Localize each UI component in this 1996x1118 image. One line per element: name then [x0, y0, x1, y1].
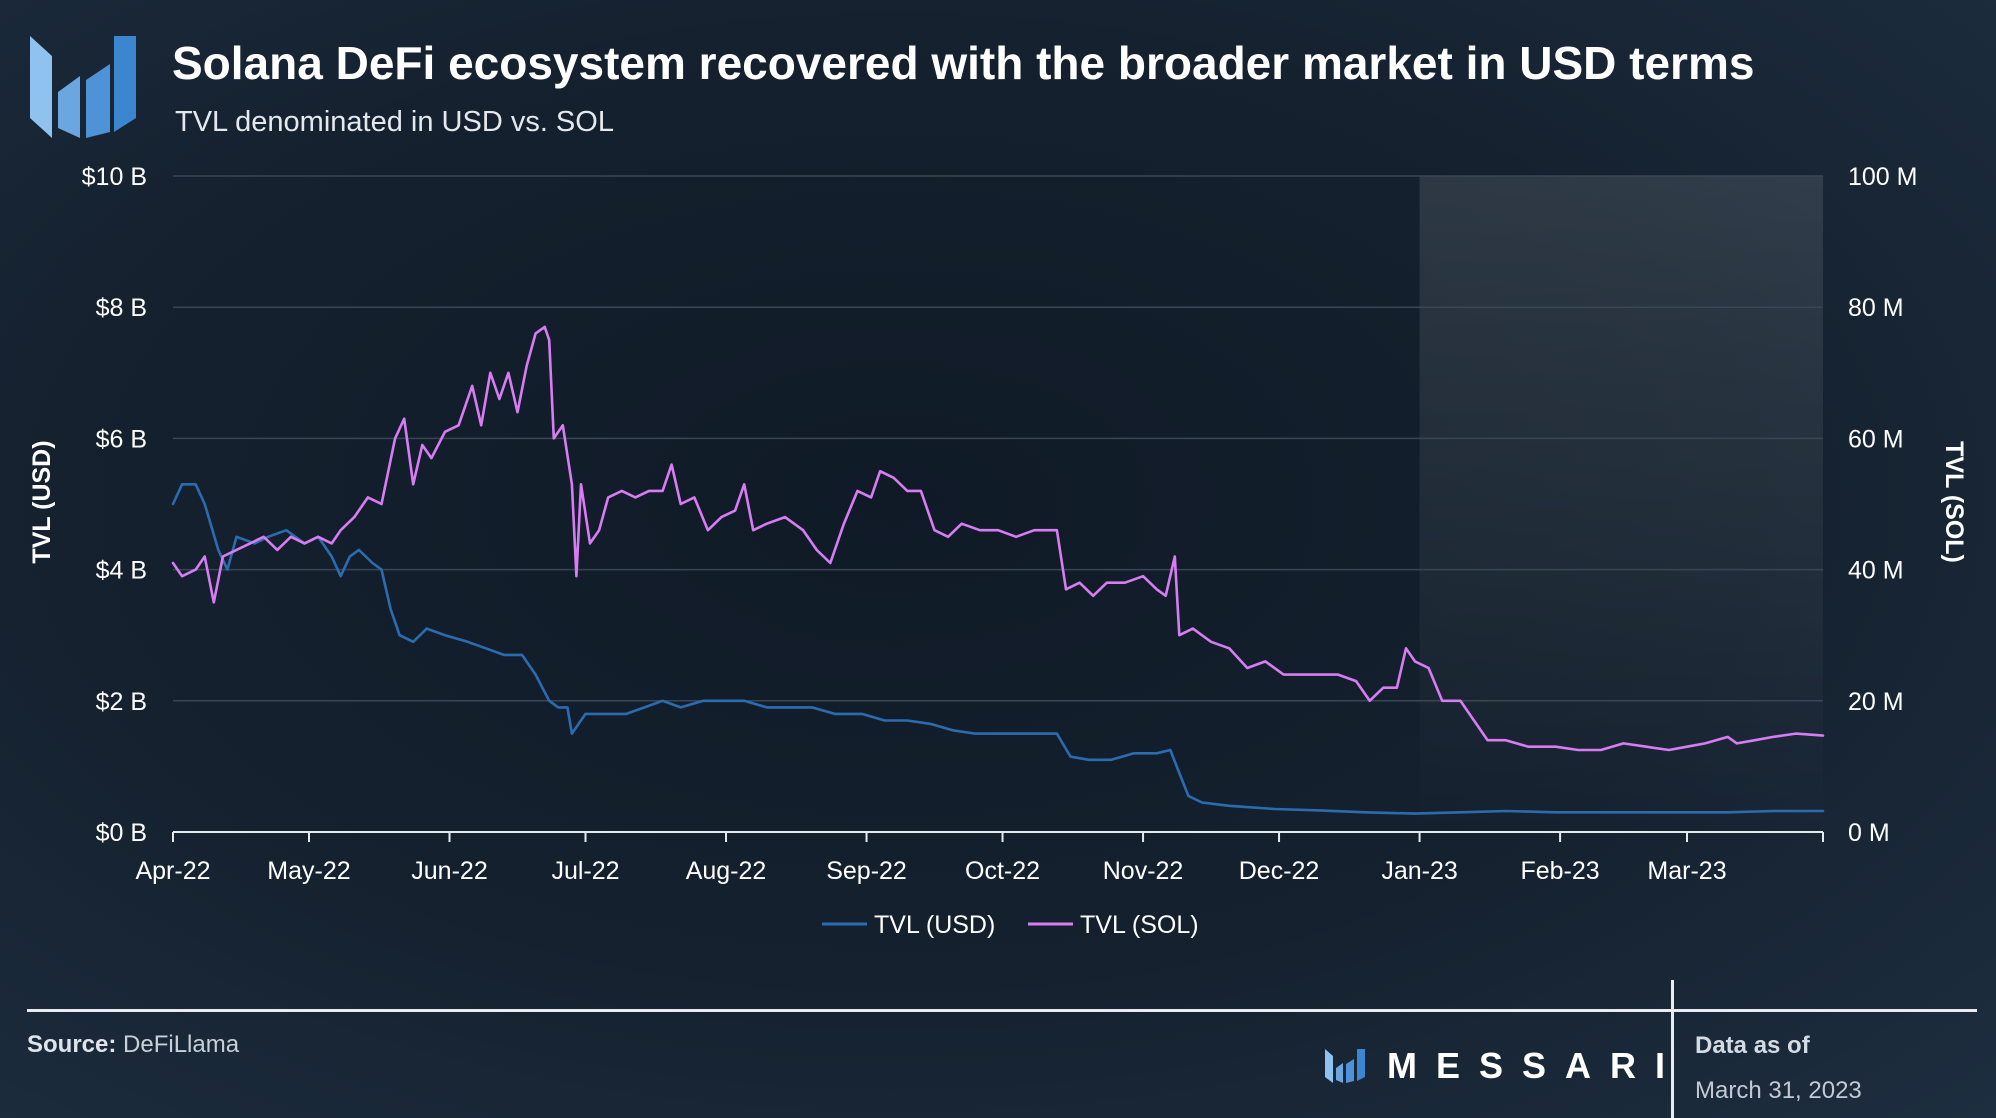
x-tick-label: Feb-23 [1520, 857, 1599, 885]
messari-logo-icon [30, 36, 136, 138]
x-tick-label: Nov-22 [1103, 857, 1184, 885]
source-note: Source: DeFiLlama [27, 1031, 239, 1059]
x-tick-label: Oct-22 [965, 857, 1040, 885]
data-as-of-date: March 31, 2023 [1695, 1077, 1862, 1104]
x-tick-label: Aug-22 [686, 857, 767, 885]
footer-divider [27, 1009, 1977, 1012]
chart-subtitle: TVL denominated in USD vs. SOL [175, 106, 614, 138]
y-left-axis-title: TVL (USD) [28, 440, 56, 563]
brand: MESSARI [1325, 1045, 1685, 1086]
x-tick-label: Jan-23 [1381, 857, 1457, 885]
y-left-tick-label: $8 B [96, 294, 147, 322]
y-right-axis-title: TVL (SOL) [1940, 441, 1968, 563]
chart-title: Solana DeFi ecosystem recovered with the… [172, 37, 1755, 89]
y-right-tick-label: 0 M [1848, 819, 1890, 847]
y-right-tick-label: 40 M [1848, 557, 1904, 585]
source-value: DeFiLlama [123, 1031, 240, 1058]
y-right-tick-label: 100 M [1848, 163, 1917, 191]
brand-wordmark: MESSARI [1387, 1045, 1685, 1086]
data-as-of-label: Data as of [1695, 1032, 1810, 1059]
x-tick-label: Apr-22 [135, 857, 210, 885]
x-tick-label: Sep-22 [826, 857, 907, 885]
y-right-tick-label: 20 M [1848, 688, 1904, 716]
x-tick-label: Mar-23 [1647, 857, 1726, 885]
x-tick-label: May-22 [267, 857, 350, 885]
x-tick-label: Jul-22 [551, 857, 619, 885]
series-tvl-usd-line [171, 482, 1825, 815]
y-right-tick-label: 80 M [1848, 294, 1904, 322]
source-label: Source: [27, 1031, 117, 1058]
y-left-tick-label: $0 B [96, 819, 147, 847]
legend-label: TVL (USD) [874, 911, 995, 939]
y-right-tick-label: 60 M [1848, 425, 1904, 453]
x-tick-label: Dec-22 [1239, 857, 1320, 885]
highlight-region [1419, 176, 1823, 832]
y-left-tick-label: $4 B [96, 557, 147, 585]
x-tick-label: Jun-22 [411, 857, 487, 885]
footer-vertical-divider [1671, 980, 1674, 1118]
y-left-tick-label: $10 B [82, 163, 147, 191]
legend-label: TVL (SOL) [1080, 911, 1199, 939]
y-left-tick-label: $2 B [96, 688, 147, 716]
messari-mark-icon [1325, 1049, 1365, 1083]
y-left-tick-label: $6 B [96, 425, 147, 453]
series-tvl-sol-line [171, 325, 1825, 752]
